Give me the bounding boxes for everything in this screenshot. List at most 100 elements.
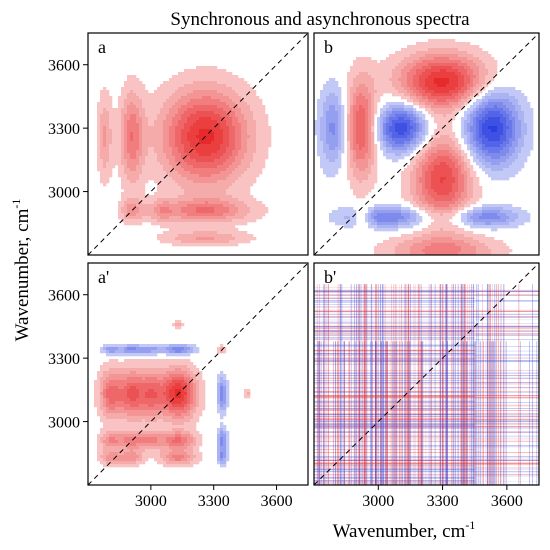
contour-cell-positive	[241, 114, 245, 118]
contour-cell-positive	[115, 138, 119, 142]
contour-cell-negative	[323, 111, 327, 115]
contour-cell-positive	[187, 180, 191, 184]
contour-cell-positive	[247, 165, 251, 169]
contour-cell-positive	[416, 90, 420, 94]
contour-cell-positive	[172, 108, 176, 112]
contour-cell-negative	[527, 129, 531, 133]
contour-cell-positive	[232, 144, 236, 148]
contour-cell-positive	[97, 159, 101, 163]
contour-cell-negative	[491, 96, 495, 100]
contour-cell-positive	[181, 201, 185, 205]
contour-cell-positive	[383, 63, 387, 67]
contour-cell-positive	[199, 186, 203, 190]
contour-cell-negative	[509, 102, 513, 106]
contour-cell-positive	[199, 201, 203, 205]
contour-cell-positive	[199, 165, 203, 169]
contour-cell-positive	[485, 75, 489, 79]
contour-cell-negative	[335, 141, 339, 145]
contour-cell-positive	[259, 153, 263, 157]
contour-cell-positive	[139, 180, 143, 184]
contour-cell-positive	[196, 123, 200, 127]
contour-cell-negative	[395, 108, 399, 112]
contour-cell-positive	[127, 159, 131, 163]
contour-cell-positive	[365, 114, 369, 118]
contour-cell-positive	[97, 126, 101, 130]
contour-cell-positive	[229, 108, 233, 112]
contour-cell-positive	[229, 159, 233, 163]
contour-cell-positive	[121, 147, 125, 151]
contour-cell-positive	[223, 111, 227, 115]
contour-cell-positive	[386, 66, 390, 70]
contour-cell-negative	[485, 108, 489, 112]
contour-cell-negative	[488, 96, 492, 100]
contour-cell-positive	[103, 111, 107, 115]
contour-cell-positive	[428, 90, 432, 94]
contour-cell-positive	[160, 234, 164, 238]
contour-cell-positive	[431, 42, 435, 46]
contour-cell-positive	[347, 96, 351, 100]
contour-cell-positive	[130, 147, 134, 151]
contour-cell-positive	[181, 102, 185, 106]
contour-cell-positive	[380, 78, 384, 82]
contour-cell-positive	[187, 108, 191, 112]
contour-cell-negative	[335, 96, 339, 100]
contour-cell-positive	[190, 201, 194, 205]
contour-cell-positive	[383, 66, 387, 70]
contour-cell-positive	[226, 159, 230, 163]
contour-cell-positive	[398, 66, 402, 70]
contour-cell-positive	[178, 177, 182, 181]
contour-cell-positive	[359, 138, 363, 142]
contour-cell-positive	[229, 243, 233, 247]
contour-cell-positive	[136, 171, 140, 175]
contour-cell-positive	[205, 195, 209, 199]
contour-cell-positive	[166, 225, 170, 229]
contour-cell-positive	[434, 141, 438, 145]
contour-cell-positive	[214, 105, 218, 109]
contour-cell-positive	[127, 204, 131, 208]
contour-cell-negative	[326, 87, 330, 91]
contour-cell-positive	[488, 60, 492, 64]
contour-cell-positive	[238, 93, 242, 97]
contour-cell-positive	[229, 93, 233, 97]
contour-cell-negative	[488, 105, 492, 109]
contour-cell-positive	[217, 108, 221, 112]
contour-cell-negative	[512, 99, 516, 103]
contour-cell-positive	[425, 144, 429, 148]
contour-cell-negative	[494, 111, 498, 115]
contour-cell-positive	[470, 63, 474, 67]
contour-cell-positive	[196, 168, 200, 172]
contour-cell-positive	[166, 111, 170, 115]
contour-cell-negative	[338, 138, 342, 142]
contour-cell-positive	[166, 117, 170, 121]
contour-cell-positive	[238, 210, 242, 214]
contour-cell-positive	[353, 120, 357, 124]
contour-cell-positive	[244, 183, 248, 187]
contour-cell-positive	[133, 84, 137, 88]
contour-cell-positive	[461, 90, 465, 94]
contour-cell-positive	[214, 222, 218, 226]
contour-cell-positive	[151, 207, 155, 211]
contour-cell-positive	[229, 141, 233, 145]
contour-cell-negative	[404, 135, 408, 139]
contour-cell-negative	[488, 93, 492, 97]
contour-cell-positive	[199, 213, 203, 217]
contour-cell-positive	[199, 210, 203, 214]
contour-cell-negative	[410, 123, 414, 127]
contour-cell-negative	[386, 114, 390, 118]
contour-cell-positive	[196, 153, 200, 157]
contour-cell-positive	[494, 69, 498, 73]
contour-cell-positive	[226, 168, 230, 172]
contour-cell-positive	[455, 150, 459, 154]
contour-cell-positive	[359, 69, 363, 73]
contour-cell-positive	[229, 222, 233, 226]
contour-cell-positive	[205, 165, 209, 169]
contour-cell-negative	[380, 135, 384, 139]
contour-cell-positive	[437, 156, 441, 160]
contour-cell-positive	[103, 180, 107, 184]
contour-cell-positive	[211, 150, 215, 154]
contour-cell-negative	[494, 132, 498, 136]
contour-cell-positive	[115, 150, 119, 154]
contour-cell-negative	[323, 156, 327, 160]
contour-cell-negative	[416, 132, 420, 136]
contour-cell-positive	[440, 57, 444, 61]
